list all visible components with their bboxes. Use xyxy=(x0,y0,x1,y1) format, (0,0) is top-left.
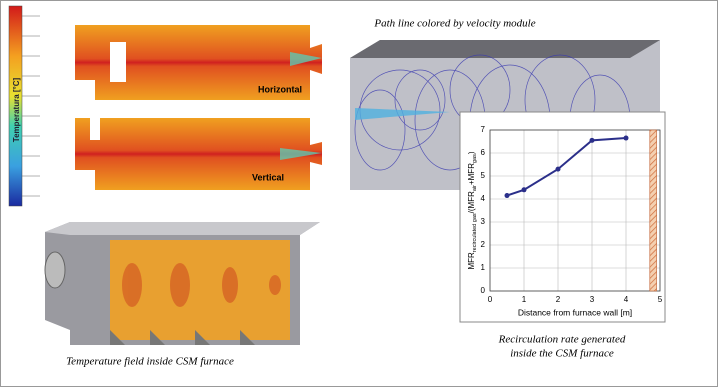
pathline-title: Path line colored by velocity module xyxy=(373,18,535,30)
x-tick-label: 3 xyxy=(590,295,595,304)
horizontal-label: Horizontal xyxy=(258,84,302,94)
y-axis-label-part: /(MFR xyxy=(467,191,476,213)
x-axis-label: Distance from furnace wall [m] xyxy=(518,307,632,317)
y-tick-label: 6 xyxy=(481,148,486,157)
burner-opening xyxy=(90,118,100,140)
y-tick-label: 4 xyxy=(481,194,486,203)
burner xyxy=(45,252,65,288)
x-tick-label: 4 xyxy=(624,295,629,304)
x-tick-label: 1 xyxy=(522,295,527,304)
vertical-label: Vertical xyxy=(252,172,284,182)
y-tick-label: 2 xyxy=(481,240,486,249)
data-point xyxy=(624,136,629,141)
chart-panel xyxy=(460,112,665,322)
x-tick-label: 5 xyxy=(658,295,663,304)
furnace-wall xyxy=(650,130,657,291)
temperature-caption: Temperature field inside CSM furnace xyxy=(66,356,234,368)
y-tick-label: 5 xyxy=(481,171,486,180)
y-axis-label-part: recirculated gas xyxy=(472,213,478,252)
furnace-top xyxy=(45,222,320,235)
x-tick-label: 0 xyxy=(488,295,493,304)
y-tick-label: 3 xyxy=(481,217,486,226)
recirculation-caption: Recirculation rate generated xyxy=(498,334,626,346)
data-point xyxy=(505,193,510,198)
y-tick-label: 1 xyxy=(481,263,486,272)
burner-opening xyxy=(110,42,126,82)
y-axis-label-part: ) xyxy=(467,151,476,154)
colorbar-label: Temperatura [°C] xyxy=(12,77,21,142)
figure: Temperatura [°C] Horizontal Vertical Pat… xyxy=(0,0,718,387)
data-point xyxy=(522,187,527,192)
data-point xyxy=(556,167,561,172)
data-point xyxy=(590,138,595,143)
y-tick-label: 0 xyxy=(481,286,486,295)
pathline-top xyxy=(350,40,660,58)
recirculation-caption: inside the CSM furnace xyxy=(510,348,614,360)
y-axis-label-part: MFR xyxy=(467,252,476,270)
y-axis-label-part: gas xyxy=(472,154,478,163)
y-axis-label-part: +MFR xyxy=(467,163,476,185)
y-tick-label: 7 xyxy=(481,125,486,134)
x-tick-label: 2 xyxy=(556,295,561,304)
